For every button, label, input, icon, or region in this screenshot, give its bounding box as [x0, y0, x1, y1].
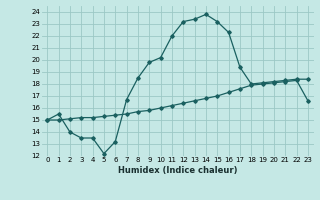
- X-axis label: Humidex (Indice chaleur): Humidex (Indice chaleur): [118, 166, 237, 175]
